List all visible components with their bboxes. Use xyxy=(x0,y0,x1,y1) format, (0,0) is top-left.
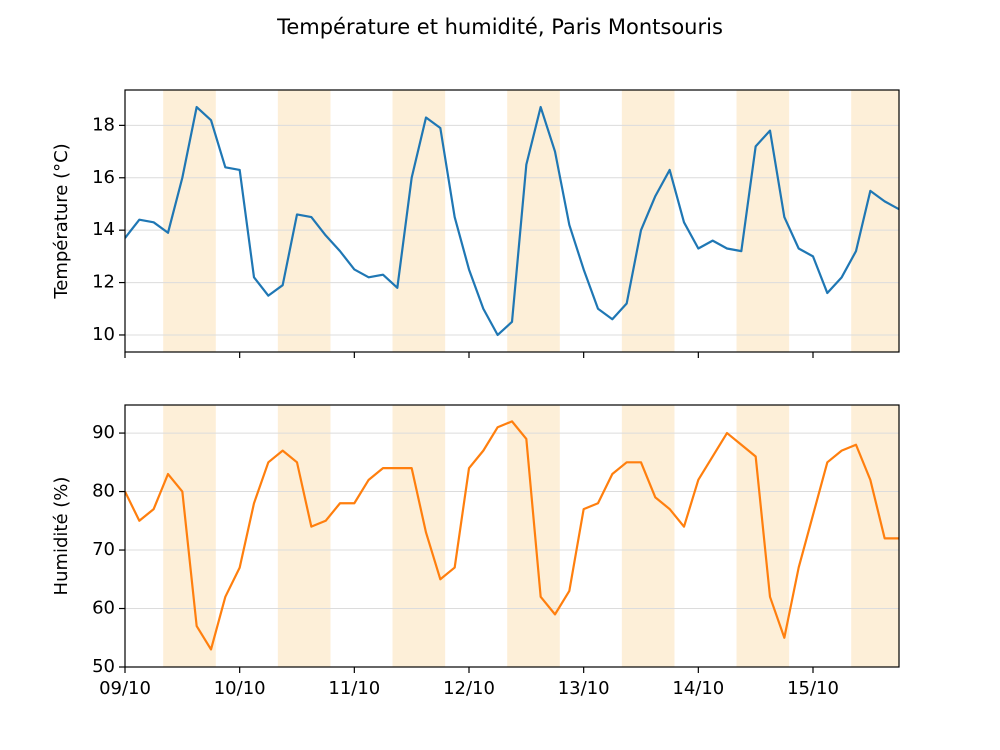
day-shade xyxy=(621,405,675,667)
y-tick-label: 12 xyxy=(92,272,115,293)
y-tick-label: 80 xyxy=(92,481,115,502)
y-tick-label: 50 xyxy=(92,656,115,677)
day-shade xyxy=(851,405,899,667)
axes-frame xyxy=(124,89,900,353)
day-shade xyxy=(507,405,560,667)
x-tick-label: 12/10 xyxy=(443,678,495,699)
data-line xyxy=(125,420,899,651)
day-shade xyxy=(507,90,560,352)
x-tick-label: 14/10 xyxy=(672,678,724,699)
y-tick-label: 16 xyxy=(92,167,115,188)
y-tick-label: 60 xyxy=(92,598,115,619)
day-shade xyxy=(851,90,899,352)
day-shade xyxy=(621,90,675,352)
y-axis-label: Humidité (%) xyxy=(51,477,72,596)
y-tick-label: 10 xyxy=(92,324,115,345)
y-tick-label: 90 xyxy=(92,422,115,443)
day-shade xyxy=(392,90,446,352)
y-axis-label: Température (°C) xyxy=(51,143,72,299)
axes-frame xyxy=(124,404,900,668)
figure-title: Température et humidité, Paris Montsouri… xyxy=(276,15,723,39)
day-shade xyxy=(277,405,331,667)
x-tick-label: 11/10 xyxy=(328,678,380,699)
day-shade xyxy=(392,405,446,667)
x-tick-label: 13/10 xyxy=(558,678,610,699)
data-line xyxy=(125,105,899,337)
day-shade xyxy=(277,90,331,352)
x-tick-label: 09/10 xyxy=(99,678,151,699)
y-tick-label: 70 xyxy=(92,539,115,560)
plot-area xyxy=(125,90,899,352)
x-tick-label: 15/10 xyxy=(787,678,839,699)
plot-area xyxy=(125,405,899,667)
x-tick-label: 10/10 xyxy=(214,678,266,699)
y-tick-label: 18 xyxy=(92,114,115,135)
day-shade xyxy=(163,405,216,667)
y-tick-label: 14 xyxy=(92,219,115,240)
